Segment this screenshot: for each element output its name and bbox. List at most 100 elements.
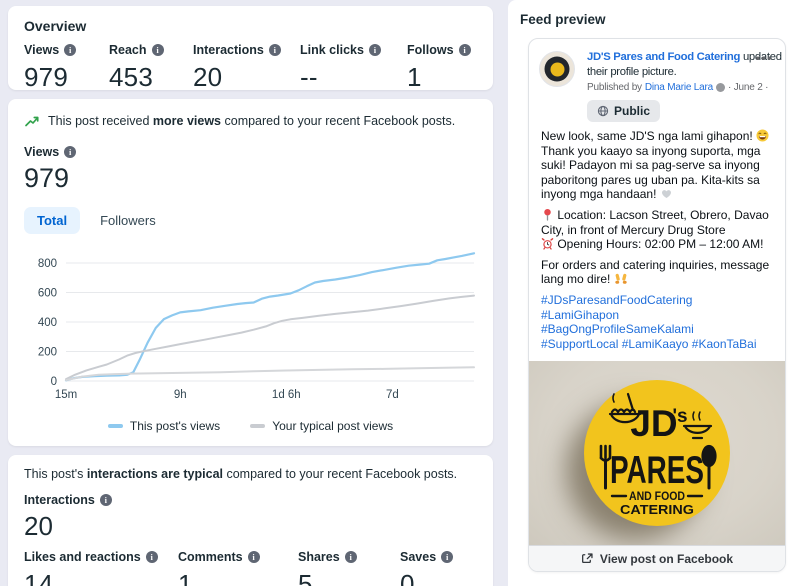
info-icon[interactable]: i: [247, 551, 260, 563]
metric-views: Views i 979: [24, 43, 109, 93]
views-metric-value: 979: [24, 163, 70, 193]
metric-label: Follows: [407, 43, 454, 57]
legend-swatch-blue: [107, 424, 123, 428]
emoji-round-pushpin-icon: [541, 208, 554, 221]
metric-value: 14: [24, 569, 54, 586]
y-tick-label: 600: [38, 288, 57, 300]
x-tick-label: 1d 6h: [272, 389, 301, 401]
avatar-logo-dot: [550, 62, 564, 76]
hashtag-link[interactable]: #SupportLocal: [541, 336, 619, 351]
interactions-message: This post's interactions are typical com…: [24, 467, 458, 481]
metric-label: Views: [24, 43, 60, 57]
hashtag-link[interactable]: #JDsParesandFoodCatering: [541, 292, 693, 307]
ellipsis-icon[interactable]: •••: [755, 51, 773, 65]
overview-metrics: Views i 979 Reach i 453 Interactions i 20 Link cl…: [24, 43, 477, 93]
metric-shares: Shares i 5: [298, 550, 400, 586]
metric-value: 20: [193, 62, 223, 92]
interactions-metric-value: 20: [24, 511, 53, 541]
bold-text: more views: [152, 113, 222, 128]
info-icon[interactable]: i: [344, 551, 357, 563]
post-headline: JD'S Pares and Food Catering updated: [587, 51, 782, 63]
info-icon[interactable]: i: [268, 44, 281, 56]
insights-column: Overview Views i 979 Reach i 453 Interactions i…: [8, 6, 493, 586]
line-series-typical-baseline: [65, 366, 475, 382]
views-trend-message-row: This post received more views compared t…: [24, 113, 477, 128]
info-icon[interactable]: i: [151, 44, 164, 56]
metric-interactions: Interactions i 20: [193, 43, 300, 93]
metric-value: 1: [407, 62, 422, 92]
post-meta-line: Published by Dina Marie Lara · June 2 ·: [587, 82, 769, 93]
info-icon[interactable]: i: [64, 146, 77, 158]
trending-up-icon: [24, 113, 40, 128]
page-name-link[interactable]: JD'S Pares and Food Catering: [587, 51, 741, 63]
external-link-icon: [581, 552, 594, 565]
metric-reach: Reach i 453: [109, 43, 193, 93]
publisher-link[interactable]: Dina Marie Lara: [644, 82, 714, 93]
info-icon[interactable]: i: [458, 44, 471, 56]
x-tick-label: 7d: [386, 389, 399, 401]
post-header-text: JD'S Pares and Food Catering updated the…: [587, 50, 785, 93]
metric-label: Likes and reactions: [24, 550, 141, 564]
legend-typical-post-views: Your typical post views: [250, 419, 393, 433]
hashtag-link[interactable]: #LamiKaayo: [621, 336, 689, 351]
bold-text: interactions are typical: [86, 467, 223, 481]
svg-text:'s: 's: [672, 406, 687, 427]
info-icon[interactable]: i: [64, 44, 77, 56]
view-post-on-facebook-button[interactable]: View post on Facebook: [529, 545, 785, 571]
legend-swatch-gray: [250, 424, 266, 428]
x-tick-label: 9h: [174, 389, 187, 401]
emoji-grinning-face-icon: [756, 129, 769, 142]
logo-spoon-icon: [701, 445, 717, 468]
line-series-this-post-s-views: [64, 252, 476, 382]
y-tick-label: 200: [38, 347, 57, 359]
svg-text:CATERING: CATERING: [620, 502, 694, 517]
metric-value: 5: [298, 569, 313, 586]
views-metric-label: Views i: [24, 145, 477, 159]
metric-value: 0: [400, 569, 415, 586]
post-image[interactable]: JD 's PARES AND FOOD CATERING: [529, 361, 785, 545]
emoji-faded-heart-icon: [660, 187, 673, 200]
metric-comments: Comments i 1: [178, 550, 298, 586]
info-icon[interactable]: i: [441, 551, 454, 563]
interactions-metrics: Likes and reactions i 14 Comments i 1 Shares i 5…: [24, 550, 477, 586]
metric-label: Reach: [109, 43, 147, 57]
metric-likes-and-reactions: Likes and reactions i 14: [24, 550, 178, 586]
svg-text:PARES: PARES: [610, 449, 704, 492]
views-chart-wrap: 0 200 400 600 800 15m 9h 1d 6h 7d: [24, 240, 477, 417]
views-tabs: Total Followers: [24, 207, 477, 234]
info-icon[interactable]: i: [145, 551, 158, 563]
metric-label: Link clicks: [300, 43, 364, 57]
tab-followers[interactable]: Followers: [100, 213, 156, 228]
post-hashtags: #JDsParesandFoodCatering #LamiGihapon #B…: [541, 293, 773, 351]
line-series-your-typical-post-views: [65, 294, 475, 381]
hashtag-link[interactable]: #LamiGihapon: [541, 307, 620, 322]
facebook-post-card: JD'S Pares and Food Catering updated the…: [528, 38, 786, 572]
metric-follows: Follows i 1: [407, 43, 477, 93]
hashtag-link[interactable]: #BagOngProfileSameKalami: [541, 322, 694, 337]
jds-logo-art: JD 's PARES AND FOOD CATERING: [599, 393, 717, 517]
jds-logo-badge: JD 's PARES AND FOOD CATERING: [584, 380, 730, 527]
interactions-card: This post's interactions are typical com…: [8, 455, 493, 586]
metric-value: --: [300, 62, 318, 92]
svg-text:JD: JD: [630, 403, 677, 444]
globe-icon: [597, 105, 609, 117]
avatar-inner-ring: [544, 56, 570, 82]
overview-title: Overview: [24, 18, 87, 34]
metric-value: 979: [24, 62, 68, 92]
metric-label: Shares: [298, 550, 340, 564]
hashtag-link[interactable]: #KaonTaBai: [691, 336, 757, 351]
publisher-badge-icon: [716, 83, 726, 92]
page-avatar[interactable]: [539, 51, 575, 87]
metric-label: Comments: [178, 550, 243, 564]
views-trend-message: This post received more views compared t…: [48, 113, 456, 128]
interactions-metric-label: Interactions i: [24, 493, 477, 507]
metric-link-clicks: Link clicks i --: [300, 43, 407, 93]
y-tick-label: 0: [51, 376, 57, 388]
chart-legend: This post's views Your typical post view…: [24, 419, 477, 433]
info-icon[interactable]: i: [99, 494, 112, 506]
info-icon[interactable]: i: [368, 44, 381, 56]
logo-fork-icon: [599, 444, 612, 460]
metric-value: 453: [109, 62, 153, 92]
tab-total[interactable]: Total: [24, 207, 81, 234]
